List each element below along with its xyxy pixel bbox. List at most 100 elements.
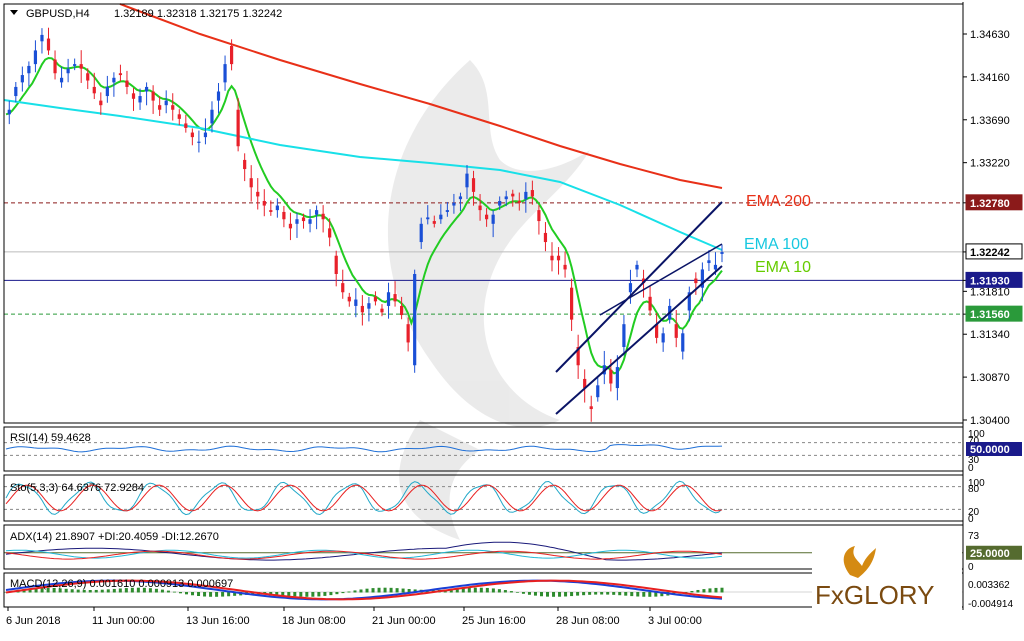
- x-tick-label: 25 Jun 16:00: [462, 615, 526, 627]
- macd-tick: -0.004914: [968, 599, 1013, 610]
- macd-signal-line: [5, 579, 723, 601]
- candle: [7, 100, 11, 125]
- candle-body: [628, 283, 633, 293]
- rsi-label: RSI(14) 59.4628: [10, 432, 91, 444]
- x-tick-label: 11 Jun 00:00: [92, 615, 155, 627]
- candle-body: [491, 214, 495, 224]
- macd-histogram-bar: [407, 589, 411, 593]
- macd-histogram-bar: [714, 587, 718, 593]
- macd-histogram-bar: [185, 592, 189, 595]
- candle: [681, 329, 685, 360]
- candle: [203, 118, 208, 145]
- y-tick-label: 1.31810: [970, 286, 1010, 298]
- candle-body: [256, 191, 260, 197]
- candle: [399, 296, 404, 320]
- candle-body: [393, 294, 397, 302]
- candle-body: [687, 292, 691, 311]
- candle-body: [197, 141, 201, 143]
- candle-body: [713, 264, 718, 270]
- macd-histogram-bar: [702, 589, 706, 593]
- price-level-box: [965, 194, 1023, 211]
- candle: [419, 217, 423, 249]
- candle-body: [550, 255, 554, 261]
- candle: [511, 189, 515, 207]
- candle-body: [543, 232, 548, 243]
- candle: [530, 180, 534, 205]
- candle-body: [33, 50, 38, 65]
- candle: [589, 395, 593, 422]
- candle-body: [66, 68, 70, 74]
- candle-body: [373, 296, 378, 302]
- candle: [596, 376, 600, 402]
- candle-body: [380, 308, 384, 313]
- candle-body: [700, 269, 704, 288]
- macd-histogram-bar: [154, 588, 158, 593]
- macd-histogram-bar: [275, 592, 279, 596]
- candle-body: [694, 278, 698, 284]
- candle: [485, 208, 489, 227]
- candle-body: [563, 264, 567, 270]
- panel-frame-sto: [3, 474, 964, 522]
- macd-histogram-bar: [558, 592, 562, 597]
- panel-frames: [3, 2, 964, 610]
- panel-frame-rsi: [3, 426, 964, 472]
- macd-histogram-bar: [552, 592, 556, 597]
- candle-body: [432, 221, 436, 224]
- candle: [413, 269, 417, 373]
- candle: [498, 196, 502, 210]
- candle: [314, 205, 319, 230]
- macd-histogram-bar: [624, 592, 628, 596]
- x-tick-label: 6 Jun 2018: [6, 615, 60, 627]
- candle: [602, 350, 606, 385]
- candle: [426, 205, 430, 225]
- macd-histogram-bar: [467, 587, 471, 593]
- candle: [301, 213, 306, 229]
- candle-body: [20, 75, 24, 83]
- macd-histogram-bar: [503, 590, 507, 593]
- macd-histogram-bar: [52, 587, 56, 593]
- rsi-tick: 100: [968, 429, 985, 440]
- candle-body: [576, 346, 580, 366]
- candle: [380, 304, 384, 317]
- ema-100-line: [3, 99, 723, 251]
- macd-histogram-bar: [215, 592, 219, 597]
- candle-body: [517, 200, 521, 203]
- macd-histogram-bar: [521, 592, 525, 594]
- candle-body: [7, 109, 11, 115]
- candle-body: [341, 283, 345, 293]
- candle: [229, 39, 234, 71]
- macd-histogram-bar: [28, 588, 32, 593]
- price-level-label: 1.31560: [970, 309, 1010, 321]
- candle-body: [138, 96, 142, 103]
- macd-histogram-bar: [251, 592, 255, 595]
- candle-body: [131, 93, 136, 99]
- candles-layer: [7, 27, 724, 422]
- macd-histogram-bar: [527, 592, 531, 595]
- candle: [347, 292, 351, 307]
- candle: [341, 269, 345, 299]
- chevron-down-icon: [10, 10, 18, 15]
- candle-body: [347, 296, 351, 302]
- macd-histogram-bar: [630, 592, 634, 597]
- macd-histogram-bar: [654, 592, 658, 597]
- candle: [144, 82, 149, 106]
- rsi-level-label: 50.0000: [970, 444, 1010, 456]
- macd-histogram-bar: [515, 592, 519, 593]
- macd-histogram-bar: [323, 592, 327, 596]
- candle: [432, 215, 436, 228]
- candle-body: [46, 38, 51, 51]
- candle-body: [223, 64, 227, 83]
- ema-lines: [3, 3, 723, 375]
- plus-di-line: [5, 549, 723, 559]
- candle-body: [426, 217, 430, 220]
- candle-body: [439, 214, 443, 220]
- macd-histogram-bar: [696, 589, 700, 593]
- candle: [517, 192, 521, 211]
- macd-histogram-bar: [341, 592, 345, 594]
- candle-body: [118, 73, 123, 76]
- x-tick-label: 18 Jun 08:00: [282, 615, 346, 627]
- macd-histogram-bar: [317, 592, 321, 597]
- macd-histogram-bar: [311, 592, 315, 597]
- macd-histogram-bar: [708, 588, 712, 593]
